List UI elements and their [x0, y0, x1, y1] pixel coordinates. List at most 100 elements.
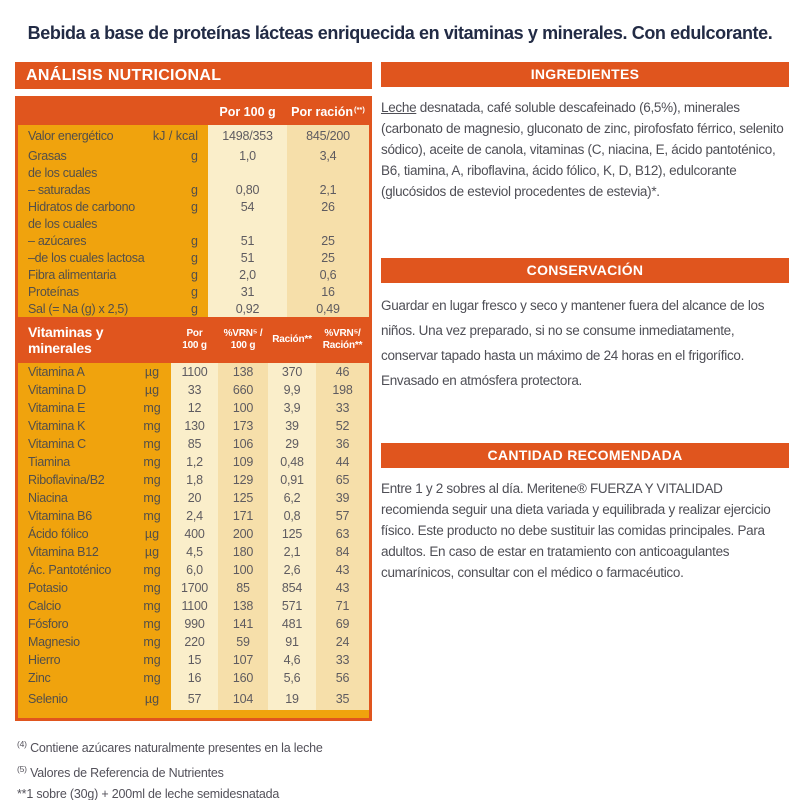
vitamin-unit: mg	[143, 455, 161, 469]
vrn-racion-value: 44	[316, 453, 369, 471]
vrn-racion-value: 39	[316, 489, 369, 507]
vrn-100g-value: 125	[218, 489, 268, 507]
vrn-racion-value: 71	[316, 597, 369, 615]
vitamin-unit: mg	[143, 419, 161, 433]
table-row: Vitamina C mg 85 106 29 36	[18, 435, 369, 453]
table-row: Sal (= Na (g) x 2,5) g 0,92 0,49	[18, 300, 369, 317]
vitamin-label: Vitamina B12	[28, 545, 99, 559]
vrn-100g-value: 106	[218, 435, 268, 453]
per-100g-value: 1100	[171, 597, 218, 615]
table-row: Vitamina B12 µg 4,5 180 2,1 84	[18, 543, 369, 561]
racion-value: 0,91	[268, 471, 316, 489]
racion-value: 125	[268, 525, 316, 543]
per-racion-value: 26	[287, 198, 369, 215]
per-100g-value: 990	[171, 615, 218, 633]
vitamin-label: Ácido fólico	[28, 527, 89, 541]
table-row: Ác. Pantoténico mg 6,0 100 2,6 43	[18, 561, 369, 579]
table-row: Valor energético kJ / kcal 1498/353 845/200	[18, 125, 369, 147]
nutrient-unit: g	[191, 199, 198, 214]
per-100g-value: 12	[171, 399, 218, 417]
per-100g-value: 57	[171, 687, 218, 710]
vitamin-unit: µg	[144, 365, 160, 379]
racion-value: 854	[268, 579, 316, 597]
nutrient-label: Grasas	[28, 148, 67, 163]
per-racion-column-label: Por ración	[291, 105, 353, 119]
vrn-100g-value: 141	[218, 615, 268, 633]
allergen-leche: Leche	[381, 100, 417, 115]
vitamin-label: Ác. Pantoténico	[28, 563, 112, 577]
vit-per-100g-column-header: Por 100 g	[182, 328, 207, 351]
nutrient-unit: g	[191, 267, 198, 282]
nutrient-unit: g	[191, 148, 198, 163]
nutrient-label: Valor energético	[28, 129, 114, 143]
per-racion-value: 16	[287, 283, 369, 300]
vrn-racion-value: 63	[316, 525, 369, 543]
per-100g-column-header: Por 100 g	[219, 105, 276, 119]
per-100g-value: 1100	[171, 363, 218, 381]
footnote: **1 sobre (30g) + 200ml de leche semides…	[17, 784, 372, 800]
racion-value: 2,1	[268, 543, 316, 561]
vrn-racion-value: 35	[316, 687, 369, 710]
racion-value: 5,6	[268, 669, 316, 687]
macro-header-spacer	[18, 99, 208, 125]
vrn-100g-value: 200	[218, 525, 268, 543]
vitamin-label: Zinc	[28, 671, 51, 685]
vitamin-unit: mg	[143, 653, 161, 667]
vrn-racion-value: 65	[316, 471, 369, 489]
footnote: (4) Contiene azúcares naturalmente prese…	[17, 734, 372, 759]
racion-value: 0,8	[268, 507, 316, 525]
vitamin-label: Fósforo	[28, 617, 69, 631]
vitamin-unit: mg	[143, 581, 161, 595]
nutrient-label: – azúcares	[28, 233, 87, 248]
per-100g-value: 1498/353	[208, 125, 287, 147]
nutrient-label: –de los cuales lactosa	[28, 250, 145, 265]
vrn-100g-value: 59	[218, 633, 268, 651]
vitamin-label: Vitamina E	[28, 401, 86, 415]
nutrient-unit: g	[191, 250, 198, 265]
table-row: Vitamina A µg 1100 138 370 46	[18, 363, 369, 381]
per-racion-value	[287, 164, 369, 181]
vitamin-label: Vitamina A	[28, 365, 85, 379]
vrn-100g-value: 173	[218, 417, 268, 435]
vrn-100g-value: 171	[218, 507, 268, 525]
table-row: Grasas g 1,0 3,4	[18, 147, 369, 164]
vitamin-label: Potasio	[28, 581, 68, 595]
per-racion-value	[287, 215, 369, 232]
table-row: Fibra alimentaria g 2,0 0,6	[18, 266, 369, 283]
vitamin-label: Magnesio	[28, 635, 80, 649]
vitamin-label: Tiamina	[28, 455, 70, 469]
vrn-100g-value: 100	[218, 399, 268, 417]
ingredientes-header: INGREDIENTES	[381, 62, 789, 87]
vrn-racion-value: 46	[316, 363, 369, 381]
vitamin-label: Vitamina B6	[28, 509, 92, 523]
vrn-racion-value: 33	[316, 399, 369, 417]
racion-column-header: Ración**	[272, 334, 312, 345]
footnote-marker: (5)	[17, 764, 27, 775]
nutrient-label: de los cuales	[28, 165, 98, 180]
vitamin-unit: µg	[144, 691, 160, 706]
vitamin-unit: µg	[144, 383, 160, 397]
table-row: Tiamina mg 1,2 109 0,48 44	[18, 453, 369, 471]
vrn-racion-value: 43	[316, 579, 369, 597]
vitamin-unit: mg	[143, 509, 161, 523]
footnote-marker: (4)	[17, 739, 27, 749]
vitamin-unit: mg	[143, 437, 161, 451]
nutrient-unit	[143, 215, 208, 232]
footnote: (5) Valores de Referencia de Nutrientes	[17, 759, 372, 784]
vitamin-unit: mg	[143, 617, 161, 631]
table-row: Hierro mg 15 107 4,6 33	[18, 651, 369, 669]
table-row: Selenio µg 57 104 19 35	[18, 687, 369, 710]
vrn-100g-value: 138	[218, 597, 268, 615]
nutrient-label: Fibra alimentaria	[28, 267, 116, 282]
nutrition-analysis-section: ANÁLISIS NUTRICIONAL Por 100 g Por ració…	[15, 62, 372, 800]
racion-value: 29	[268, 435, 316, 453]
vrn-100g-value: 109	[218, 453, 268, 471]
vitamin-label: Riboflavina/B2	[28, 473, 105, 487]
per-racion-value: 2,1	[287, 181, 369, 198]
ingredients-text-body: desnatada, café soluble descafeinado (6,…	[381, 100, 784, 199]
vitamin-unit: µg	[144, 545, 160, 559]
footnote-text: Valores de Referencia de Nutrientes	[26, 766, 224, 781]
analisis-nutricional-header: ANÁLISIS NUTRICIONAL	[15, 62, 372, 89]
